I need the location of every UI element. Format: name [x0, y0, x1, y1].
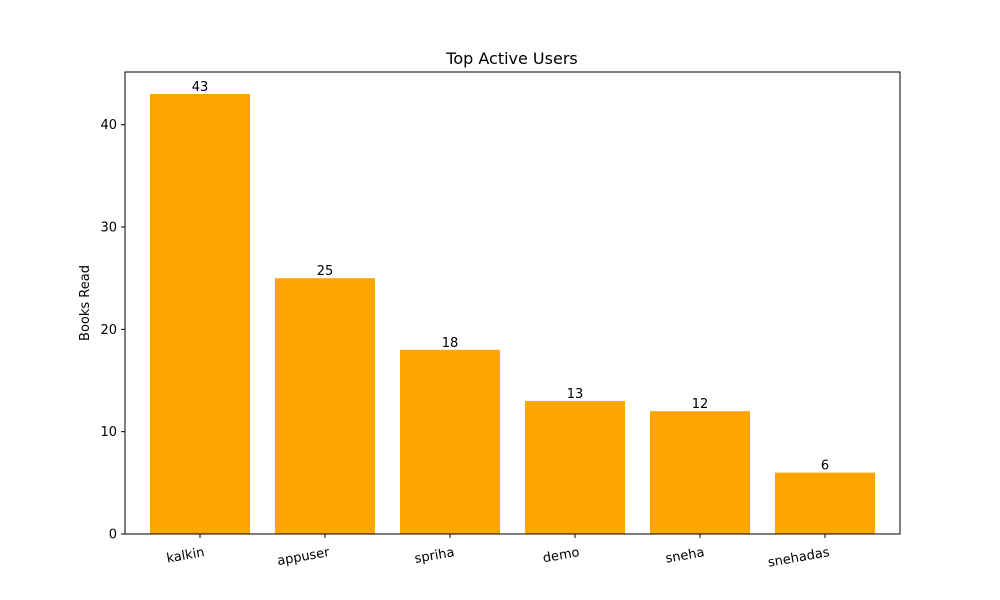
- x-ticks-group: kalkin appuser spriha demo sneha snehadas: [165, 534, 831, 571]
- y-tick-label: 20: [100, 323, 117, 338]
- y-tick-label: 30: [100, 221, 117, 236]
- y-ticks-group: 0 10 20 30 40: [100, 118, 125, 543]
- bar-kalkin: [150, 94, 250, 534]
- x-tick-label-sneha: sneha: [664, 545, 705, 567]
- bars-group: [150, 94, 875, 534]
- data-label-demo: 13: [567, 387, 584, 402]
- bar-snehadas: [775, 472, 875, 534]
- x-tick-label-kalkin: kalkin: [165, 545, 205, 566]
- bar-spriha: [400, 349, 500, 534]
- y-tick-label: 0: [109, 528, 117, 543]
- data-labels-group: 43 25 18 13 12 6: [192, 80, 829, 474]
- x-tick-label-demo: demo: [542, 545, 581, 566]
- x-tick-label-snehadas: snehadas: [767, 545, 831, 571]
- x-tick-label-spriha: spriha: [414, 545, 456, 567]
- bar-sneha: [650, 411, 750, 534]
- plot-frame: [124, 71, 901, 535]
- y-tick-label: 10: [100, 425, 117, 440]
- y-axis-label: Books Read: [78, 265, 93, 341]
- data-label-appuser: 25: [317, 264, 334, 279]
- y-tick-label: 40: [100, 118, 117, 133]
- bar-demo: [525, 400, 625, 534]
- data-label-sneha: 12: [692, 397, 709, 412]
- data-label-snehadas: 6: [821, 459, 829, 474]
- data-label-kalkin: 43: [192, 80, 209, 95]
- data-label-spriha: 18: [442, 336, 459, 351]
- bar-appuser: [275, 278, 375, 534]
- chart-title: Top Active Users: [445, 49, 577, 68]
- x-tick-label-appuser: appuser: [276, 545, 331, 569]
